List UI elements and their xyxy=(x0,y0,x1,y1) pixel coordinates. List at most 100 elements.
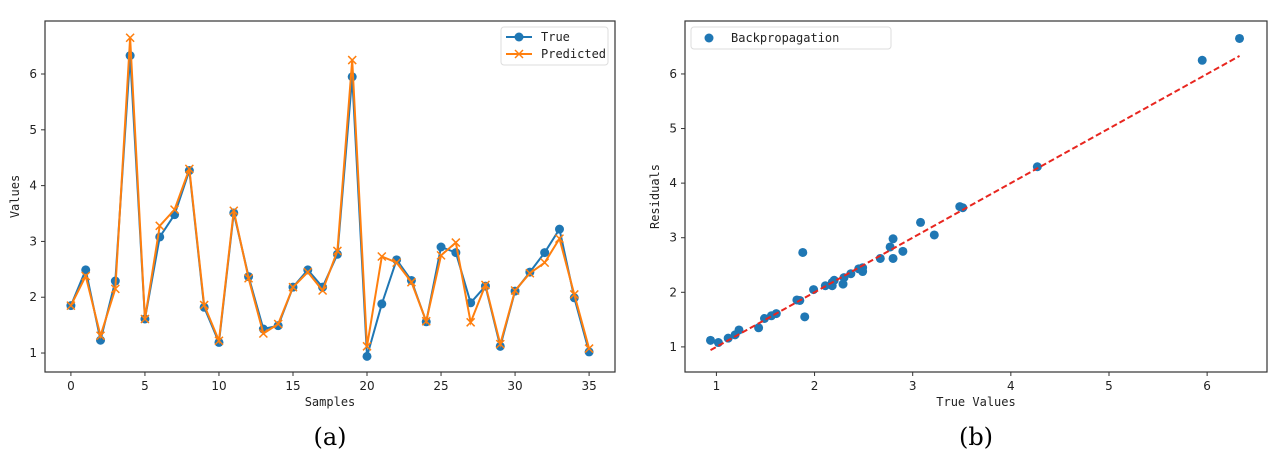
panel-caption: (a) xyxy=(313,423,346,451)
y-tick-label: 6 xyxy=(669,67,677,81)
true-point xyxy=(273,321,283,331)
predicted-point xyxy=(495,339,505,349)
series-line-predicted xyxy=(70,37,591,349)
y-axis-label: Residuals xyxy=(648,164,662,229)
predicted-point xyxy=(421,316,431,326)
legend-label: Backpropagation xyxy=(731,31,839,45)
y-tick-label: 1 xyxy=(669,340,677,354)
x-tick-label: 35 xyxy=(581,379,596,393)
true-point xyxy=(377,299,387,309)
predicted-point xyxy=(584,344,594,354)
scatter-point xyxy=(929,230,939,240)
scatter-point xyxy=(958,203,968,213)
panel-b-scatter-chart: 1 2 3 4 5 6 1 2 3 4 5 6 True Values Residuals (b) Backp… xyxy=(648,20,1268,451)
predicted-point xyxy=(318,285,328,296)
predicted-point xyxy=(377,251,387,262)
reference-line xyxy=(710,55,1241,352)
x-tick-label: 10 xyxy=(211,379,226,393)
x-tick-label: 1 xyxy=(713,379,721,393)
y-tick-label: 2 xyxy=(669,285,677,299)
y-tick-label: 3 xyxy=(29,234,37,248)
scatter-point xyxy=(730,330,740,340)
predicted-point xyxy=(155,221,165,231)
legend-box xyxy=(690,26,892,50)
panel-a-line-chart: 0 5 10 15 20 25 30 35 1 2 3 4 5 6 Samples Values (a) True… xyxy=(8,20,616,451)
x-tick-label: 5 xyxy=(1105,379,1113,393)
true-point xyxy=(554,224,564,234)
true-point xyxy=(540,248,550,258)
predicted-point xyxy=(436,250,446,260)
x-tick-label: 5 xyxy=(141,379,149,393)
scatter-point xyxy=(1197,55,1207,65)
true-point xyxy=(170,210,180,220)
series-line-true xyxy=(69,55,591,357)
predicted-point xyxy=(66,301,76,311)
y-tick-label: 5 xyxy=(669,122,677,136)
predicted-point xyxy=(229,206,239,216)
predicted-point xyxy=(540,258,550,268)
legend: True Predicted xyxy=(500,26,609,66)
predicted-point xyxy=(110,284,120,294)
predicted-point xyxy=(554,234,565,244)
scatter-point xyxy=(888,253,898,263)
x-tick-label: 25 xyxy=(433,379,448,393)
x-axis-label: True Values xyxy=(936,395,1015,409)
legend-label: True xyxy=(541,30,570,44)
scatter-point xyxy=(898,246,908,256)
scatter-point xyxy=(706,335,716,345)
axes-frame xyxy=(684,20,1268,373)
predicted-point xyxy=(184,164,194,174)
predicted-point xyxy=(392,258,402,268)
predicted-point xyxy=(244,273,254,283)
legend-x-marker xyxy=(514,49,524,59)
predicted-point xyxy=(332,246,342,256)
y-tick-label: 6 xyxy=(29,67,37,81)
predicted-point xyxy=(303,267,313,277)
scatter-point xyxy=(888,234,898,244)
x-tick-label: 30 xyxy=(507,379,522,393)
predicted-point xyxy=(214,336,224,346)
panel-caption: (b) xyxy=(959,423,993,451)
legend-circle-marker xyxy=(514,32,524,42)
predicted-point xyxy=(140,314,150,324)
y-tick-label: 4 xyxy=(669,176,677,190)
scatter-point xyxy=(723,333,733,343)
predicted-point xyxy=(273,319,283,329)
predicted-point xyxy=(569,289,579,299)
predicted-point xyxy=(362,341,372,351)
predicted-point xyxy=(347,55,357,65)
scatter-point xyxy=(792,295,802,305)
x-tick-label: 4 xyxy=(1007,379,1015,393)
predicted-point xyxy=(466,317,476,327)
legend: Backpropagation xyxy=(690,26,892,50)
y-tick-label: 4 xyxy=(29,179,37,193)
x-tick-label: 3 xyxy=(909,379,917,393)
scatter-point xyxy=(800,312,810,322)
true-point xyxy=(362,351,372,361)
predicted-point xyxy=(258,328,268,339)
x-tick-label: 20 xyxy=(359,379,374,393)
predicted-point xyxy=(480,280,490,290)
predicted-point xyxy=(406,277,416,287)
predicted-point xyxy=(95,331,106,341)
legend-label: Predicted xyxy=(541,47,606,61)
legend-marker xyxy=(704,33,714,43)
x-tick-label: 15 xyxy=(285,379,300,393)
x-tick-label: 6 xyxy=(1203,379,1211,393)
predicted-point xyxy=(199,300,209,310)
predicted-point xyxy=(525,268,535,278)
y-tick-label: 5 xyxy=(29,123,37,137)
predicted-point xyxy=(288,282,298,292)
y-tick-label: 1 xyxy=(29,346,37,360)
axes-frame xyxy=(44,20,616,373)
y-axis-label: Values xyxy=(8,175,22,218)
scatter-point xyxy=(1235,33,1245,43)
y-tick-label: 3 xyxy=(669,231,677,245)
true-point xyxy=(81,265,91,275)
scatter-point xyxy=(916,217,926,227)
predicted-point xyxy=(125,33,135,43)
true-point xyxy=(436,242,446,252)
x-axis-label: Samples xyxy=(305,395,356,409)
predicted-point xyxy=(451,238,461,248)
